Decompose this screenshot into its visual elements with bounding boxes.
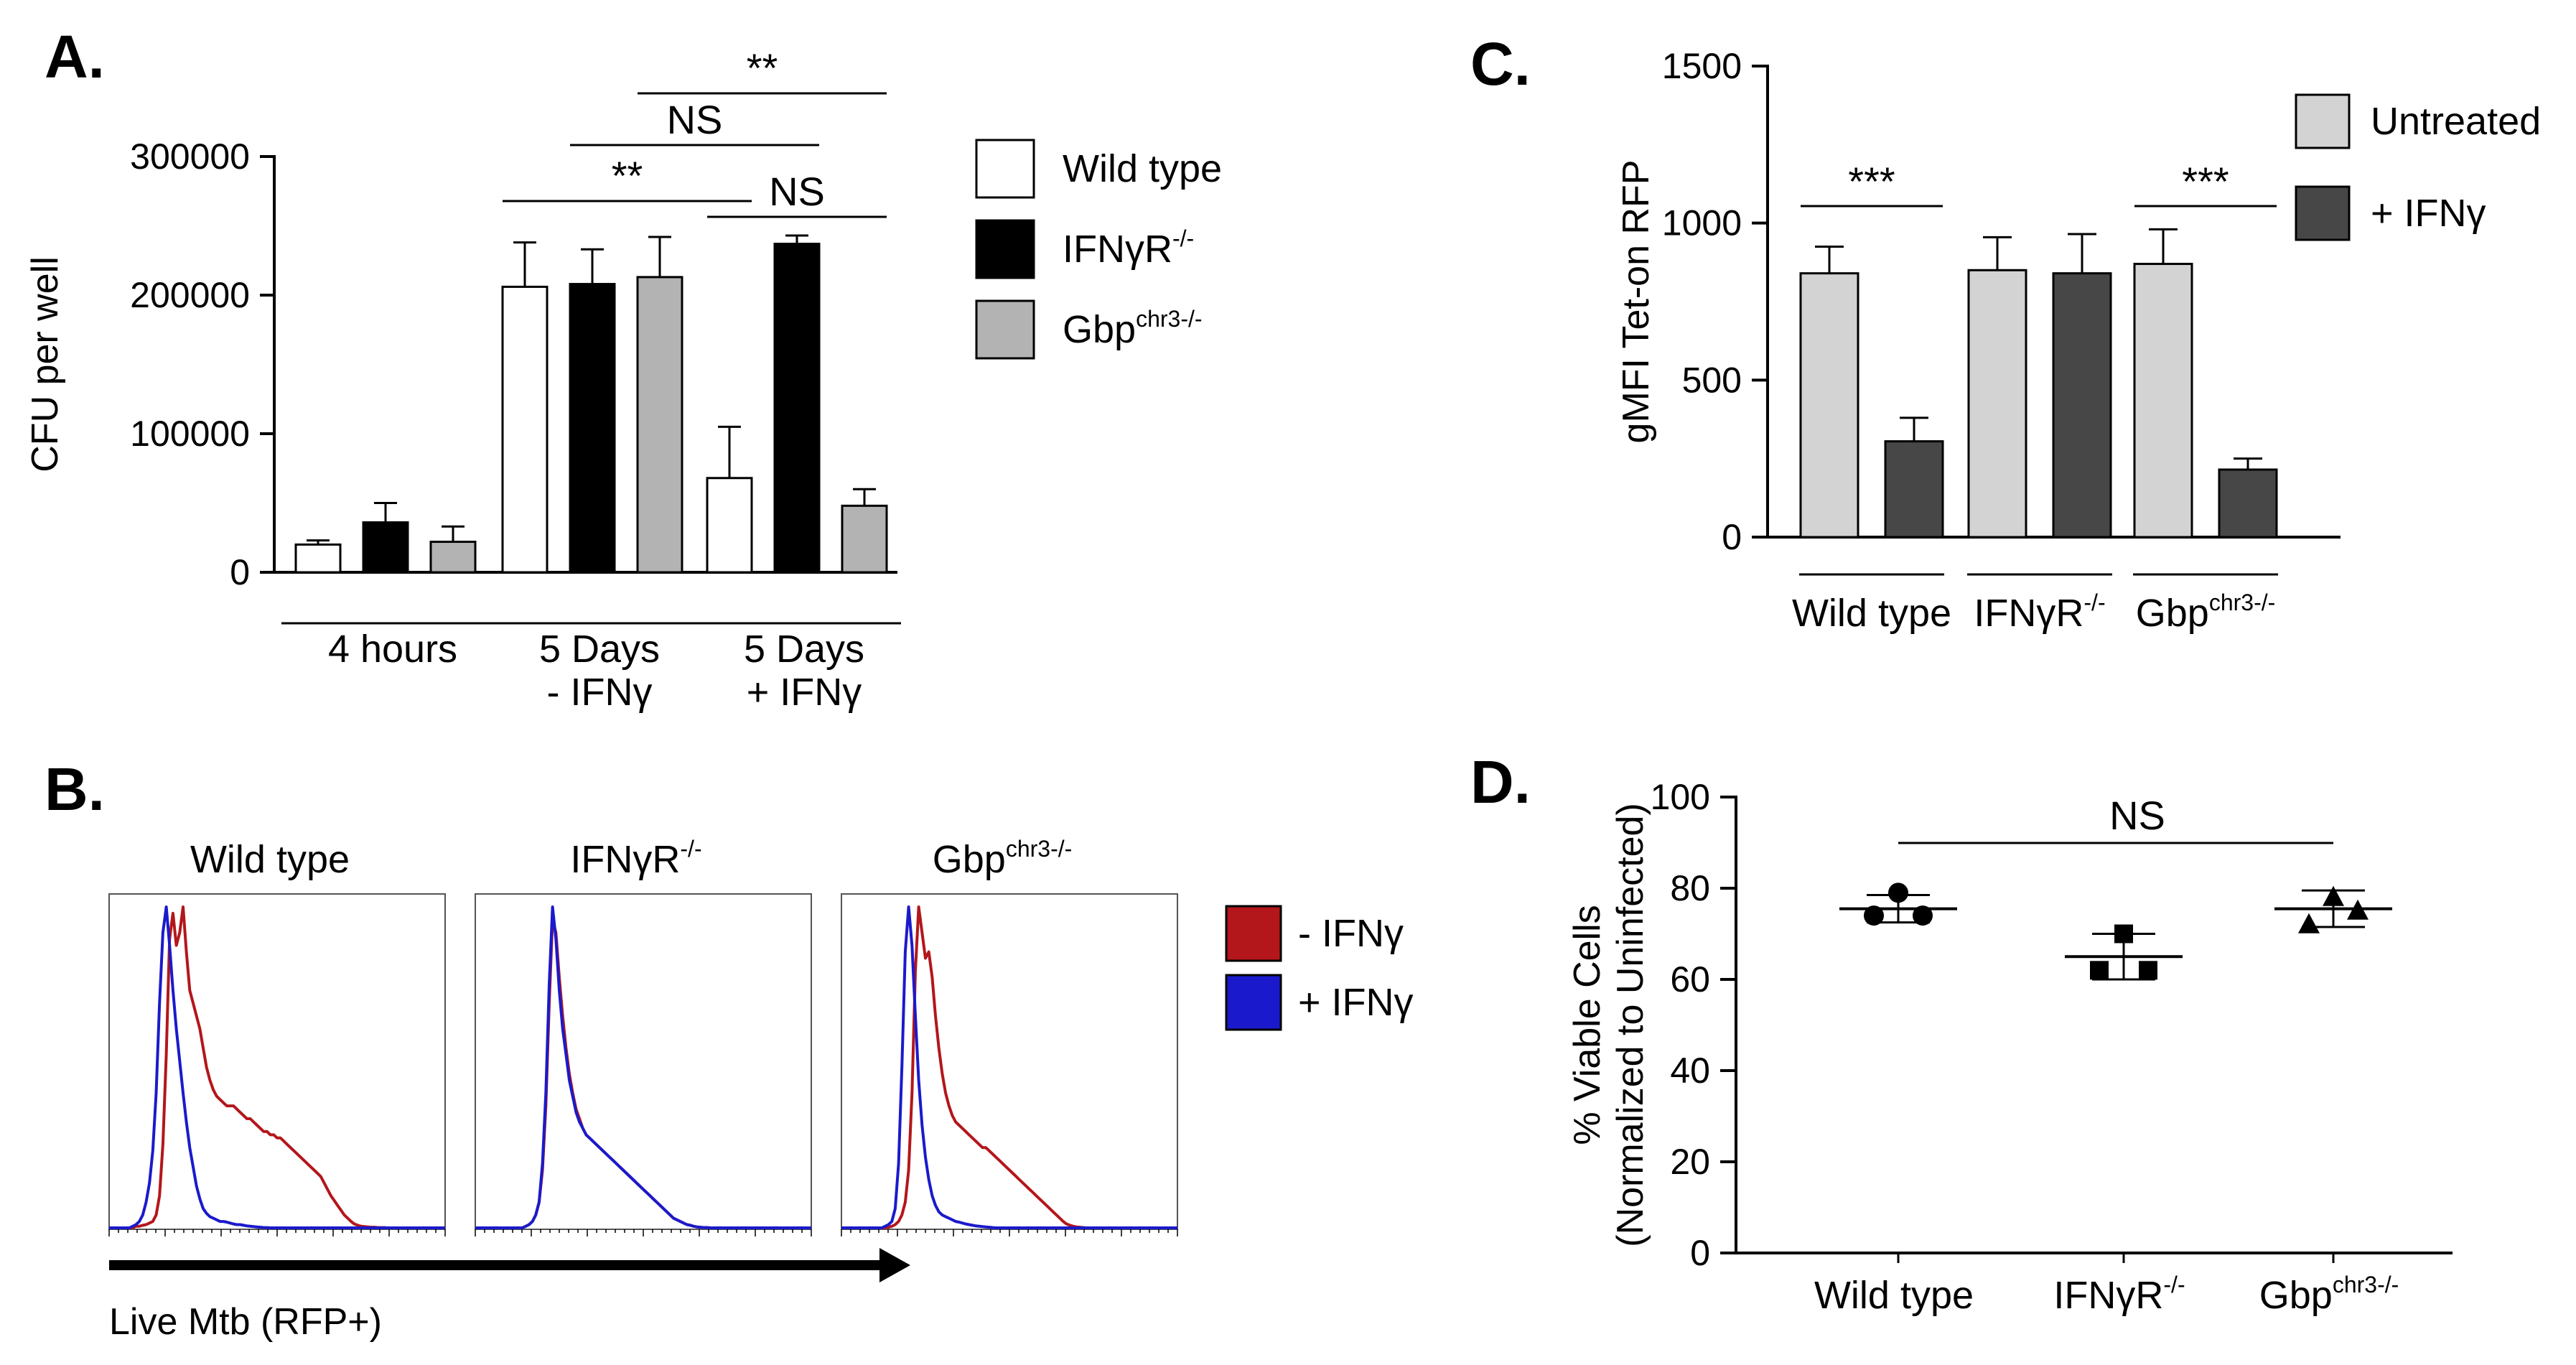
panel-b-histograms: Wild type IFNγR-/- Gbpchr3-/- Live Mtb (RFP… [108,836,1414,1343]
group-label: 5 Days [744,628,864,671]
group-label: - IFNγ [547,671,653,714]
legend-swatch [975,299,1035,360]
group-label: IFNγR-/- [1974,590,2105,635]
bar [501,285,549,574]
y-tick-label: 40 [1670,1050,1710,1091]
legend-swatch [975,139,1035,199]
histogram-title: Gbpchr3-/- [933,836,1073,881]
group-label: Gbpchr3-/- [2259,1272,2399,1317]
panel-a-bar-chart: 0 100000 200000 300000 CFU per well 4 hours 5 … [24,45,1222,714]
panel-d-letter: D. [1470,748,1531,816]
y-tick-label: 500 [1682,360,1742,400]
y-tick-label: 0 [1722,517,1742,557]
histogram-title: IFNγR-/- [570,836,701,881]
significance-label: *** [2182,159,2229,204]
significance-label: NS [667,97,723,142]
bar [1967,269,2027,539]
bar [429,541,477,574]
panel-b-letter: B. [45,755,105,823]
legend-label: IFNγR-/- [1063,225,1194,271]
bar [362,521,409,574]
bar [294,543,342,574]
histogram-title: Wild type [190,838,350,881]
y-tick-label: 0 [1690,1233,1710,1273]
x-arrow-head [879,1248,910,1282]
data-point [1864,905,1884,926]
y-tick-label: 20 [1670,1142,1710,1182]
group-label: + IFNγ [747,671,862,714]
legend-swatch [2295,93,2351,149]
group-label: Wild type [1792,592,1951,635]
histogram-line [475,905,811,1229]
significance-label: NS [769,169,825,214]
significance-label: ** [747,45,778,90]
bar [636,276,683,574]
bar [2218,468,2278,539]
bar [569,283,616,574]
histogram-line [475,918,811,1229]
y-tick-label: 1000 [1662,203,1742,243]
x-axis-label: Live Mtb (RFP+) [109,1301,382,1343]
significance-label: ** [612,153,643,198]
legend-label: + IFNγ [2371,192,2486,235]
bar [2133,263,2193,539]
histogram-line [109,905,445,1229]
bar [841,504,888,574]
legend-label: Wild type [1063,147,1222,190]
panel-d-scatter-plot: 0 20 40 60 80 100% Viable Cells(Normalized to… [1567,777,2453,1317]
bar [773,243,821,574]
group-label: 4 hours [328,628,457,671]
data-point [1888,882,1908,903]
y-tick-label: 0 [230,552,250,592]
y-tick-label: 60 [1670,959,1710,1000]
data-point [2114,924,2133,944]
legend-label: - IFNγ [1298,912,1404,955]
legend-swatch [1225,974,1282,1031]
data-point [2139,961,2157,980]
y-tick-label: 1500 [1662,46,1742,86]
legend-label: + IFNγ [1298,981,1414,1024]
y-tick-label: 100 [1651,777,1710,817]
legend-label: Untreated [2371,100,2541,143]
panel-c-bar-chart: 0 500 1000 1500 gMFI Tet-on RFP Wild type IFNγ… [1615,46,2541,635]
legend-swatch [2295,185,2351,241]
group-label: Wild type [1814,1274,1974,1317]
y-tick-label: 200000 [130,275,250,315]
data-point [2298,913,2320,933]
y-axis-label: gMFI Tet-on RFP [1615,160,1657,444]
panel-c-letter: C. [1470,30,1531,98]
histogram-frame [841,893,1178,1230]
y-tick-label: 80 [1670,868,1710,908]
data-point [2323,885,2344,906]
significance-label: *** [1848,159,1895,204]
bar [706,477,753,574]
group-label: Gbpchr3-/- [2136,590,2276,635]
legend-swatch [1225,905,1282,962]
y-tick-label: 100000 [130,414,250,454]
bar [1799,272,1859,539]
legend-label: Gbpchr3-/- [1063,306,1203,351]
group-label: IFNγR-/- [2053,1272,2185,1317]
y-axis-label: CFU per well [24,256,66,472]
histogram-frame [475,893,812,1230]
y-axis-label: % Viable Cells(Normalized to Uninfected) [1567,803,1651,1247]
legend-swatch [975,219,1035,279]
histogram-line [109,905,445,1229]
data-point [1913,905,1933,926]
histogram-line [841,905,1177,1229]
panel-a-letter: A. [45,23,105,90]
data-point [2347,899,2369,920]
bar [2052,272,2112,539]
y-tick-label: 300000 [130,136,250,177]
significance-label: NS [2109,793,2165,838]
data-point [2090,961,2109,980]
group-label: 5 Days [539,628,660,671]
histogram-line [841,905,1177,1229]
bar [1884,440,1944,539]
